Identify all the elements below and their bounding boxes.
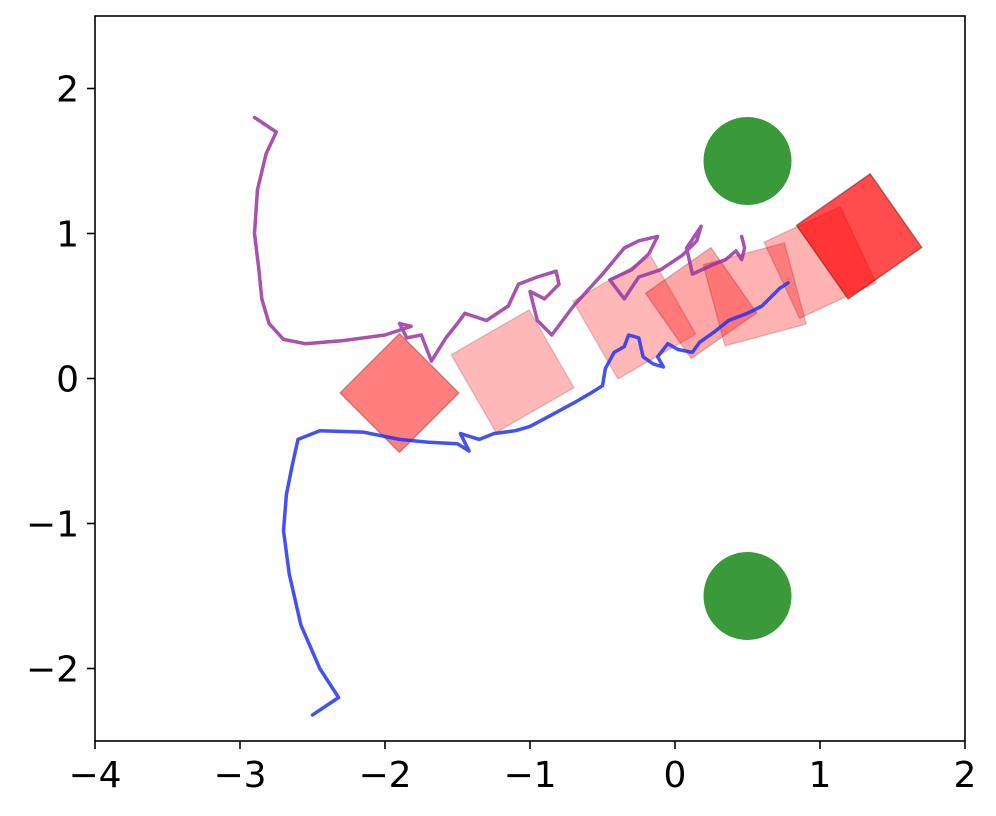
trajectory-line [281,281,790,717]
box-trajectory [338,172,923,454]
y-tick-label: −2 [26,650,79,691]
y-axis: −2 −1 0 1 2 [26,70,95,691]
x-tick-label: −3 [213,755,266,796]
y-tick-label: −1 [26,505,79,546]
box-pose [644,246,758,360]
y-tick-label: 2 [56,70,79,111]
x-tick-label: −4 [68,755,121,796]
obstacles [703,117,792,640]
x-tick-label: 1 [809,755,832,796]
obstacle-circle [703,117,792,205]
x-tick-label: −1 [503,755,556,796]
x-axis: −4 −3 −2 −1 0 1 2 [68,741,976,796]
y-tick-label: 0 [56,360,79,401]
x-tick-label: −2 [358,755,411,796]
trajectory-line [252,115,747,363]
box-pose [450,308,576,434]
y-tick-label: 1 [56,215,79,256]
trajectory-paths [252,115,790,717]
obstacle-circle [703,552,792,640]
box-pose [795,172,923,301]
x-tick-label: 0 [664,755,687,796]
x-tick-label: 2 [954,755,977,796]
box-pose [338,332,461,454]
